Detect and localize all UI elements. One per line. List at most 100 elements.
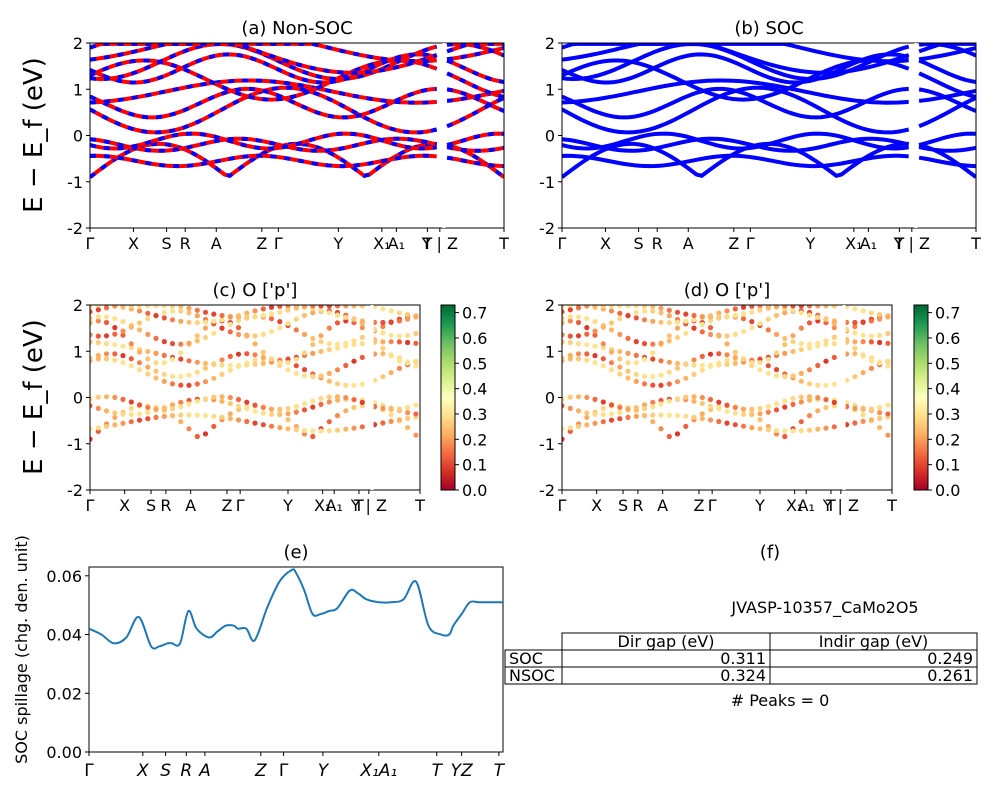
- colorbar-c: 0.0 0.1 0.2 0.3 0.4 0.5 0.6 0.7: [440, 304, 487, 500]
- band-point-d: [831, 399, 837, 405]
- xtick-label: A₁: [388, 234, 405, 253]
- band-point-d: [823, 382, 829, 388]
- band-point-d: [724, 333, 730, 339]
- band-point-c: [145, 371, 151, 377]
- band-point-c: [285, 356, 291, 362]
- band-point-d: [765, 370, 771, 376]
- band-point-c: [178, 419, 184, 425]
- plot-area-d: [562, 305, 891, 442]
- band-point-d: [860, 412, 866, 418]
- table-cell: 0.261: [927, 666, 973, 685]
- band-point-d: [575, 319, 582, 326]
- band-point-d: [699, 400, 705, 407]
- band-point-d: [798, 370, 804, 376]
- xtick-label: X₁: [314, 496, 331, 515]
- band-point-d: [650, 350, 656, 356]
- band-point-c: [219, 317, 225, 323]
- band-point-c: [285, 411, 291, 417]
- band-point-d: [724, 402, 730, 408]
- colorbar-tick-label: 0.0: [462, 481, 487, 500]
- ytick-label: 2: [545, 34, 555, 53]
- xtick-label: Y: [805, 234, 816, 253]
- band-point-c: [90, 396, 93, 402]
- band-point-c: [103, 423, 110, 429]
- band-point-c: [359, 325, 365, 331]
- band-point-d: [823, 358, 829, 364]
- band-point-c: [186, 340, 192, 346]
- band-point-d: [782, 433, 788, 440]
- band-point-c: [103, 341, 110, 347]
- band-point-c: [227, 400, 233, 407]
- band-point-c: [90, 339, 93, 345]
- band-point-d: [707, 318, 714, 324]
- band-point-d: [823, 397, 829, 403]
- band-point-d: [732, 306, 738, 312]
- band-point-d: [831, 341, 837, 347]
- band-point-c: [161, 360, 167, 366]
- band-line-b-10-1-0: [918, 43, 976, 54]
- band-point-d: [852, 374, 858, 380]
- band-point-c: [252, 361, 258, 367]
- band-point-d: [765, 356, 771, 362]
- band-point-c: [318, 307, 324, 314]
- band-point-c: [260, 349, 266, 355]
- xtick-label: R: [160, 496, 171, 515]
- band-point-c: [202, 319, 209, 325]
- band-point-c: [301, 331, 308, 337]
- band-point-d: [641, 341, 648, 347]
- band-point-c: [202, 309, 209, 315]
- band-point-d: [798, 325, 804, 331]
- band-point-c: [293, 363, 299, 369]
- band-point-c: [103, 394, 110, 400]
- band-point-c: [120, 305, 126, 309]
- band-point-c: [396, 365, 402, 371]
- colorbar-tick-label: 0.2: [935, 430, 960, 449]
- band-point-d: [765, 327, 771, 333]
- band-point-c: [161, 305, 167, 309]
- band-point-c: [178, 350, 184, 356]
- band-point-c: [318, 339, 324, 345]
- band-line-a-6-1-1: [446, 88, 504, 103]
- xtick-label-e: Γ: [279, 761, 289, 781]
- band-point-d: [757, 360, 763, 366]
- band-point-c: [277, 411, 283, 417]
- band-point-d: [798, 378, 804, 384]
- band-point-d: [852, 330, 858, 336]
- band-point-c: [169, 305, 176, 309]
- band-point-c: [277, 319, 283, 325]
- band-point-c: [405, 332, 411, 339]
- xtick-label: Γ: [236, 496, 245, 515]
- band-point-d: [600, 411, 606, 418]
- band-point-c: [112, 394, 118, 400]
- band-point-c: [260, 306, 266, 312]
- band-point-d: [782, 398, 788, 404]
- band-point-c: [285, 320, 291, 327]
- band-point-c: [260, 312, 266, 319]
- band-point-d: [790, 348, 796, 355]
- colorbar-tick-label: 0.0: [935, 481, 960, 500]
- band-point-d: [732, 331, 738, 337]
- band-point-c: [310, 398, 316, 404]
- band-point-d: [617, 416, 623, 422]
- band-point-d: [674, 334, 681, 341]
- band-point-d: [699, 394, 705, 401]
- band-point-d: [868, 365, 875, 371]
- table-header-dir: Dir gap (eV): [618, 632, 715, 651]
- table-row: [504, 666, 978, 685]
- band-point-c: [326, 341, 332, 347]
- band-point-d: [877, 410, 883, 416]
- band-point-d: [674, 365, 681, 371]
- band-point-d: [650, 412, 656, 418]
- band-point-c: [227, 353, 233, 359]
- band-point-c: [103, 314, 110, 320]
- band-point-d: [633, 352, 639, 358]
- band-point-d: [815, 382, 821, 388]
- xtick-label-e: Γ: [84, 761, 94, 781]
- band-point-c: [194, 412, 200, 418]
- band-point-d: [790, 401, 796, 407]
- band-point-c: [310, 305, 316, 309]
- band-point-c: [351, 382, 357, 388]
- band-line-a-3-0-1: [90, 131, 437, 151]
- band-point-d: [831, 334, 837, 340]
